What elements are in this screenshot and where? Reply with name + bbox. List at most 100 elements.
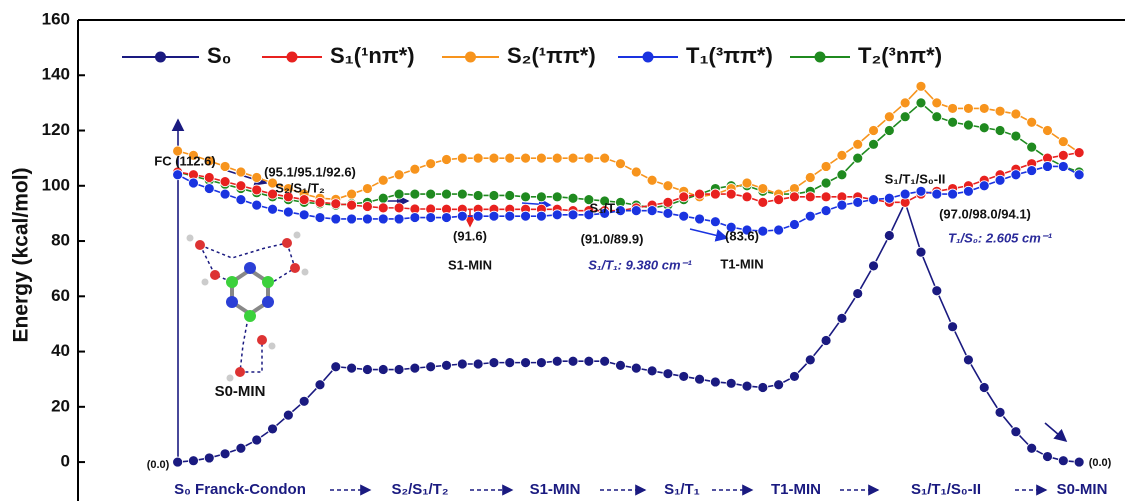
marker bbox=[1042, 161, 1053, 172]
annotation: S1-MIN bbox=[448, 257, 492, 272]
marker bbox=[1073, 169, 1085, 181]
marker bbox=[994, 125, 1006, 136]
marker bbox=[1057, 136, 1069, 147]
marker bbox=[567, 209, 579, 221]
marker bbox=[1057, 161, 1069, 172]
marker bbox=[820, 177, 832, 189]
marker bbox=[1042, 451, 1053, 462]
annotation: S0-MIN bbox=[215, 383, 266, 400]
marker bbox=[267, 423, 278, 435]
y-tick-label: 40 bbox=[51, 341, 70, 360]
annotation: S₁/T₁/S₀-II bbox=[885, 171, 946, 186]
marker bbox=[472, 358, 484, 370]
marker bbox=[789, 191, 800, 203]
marker bbox=[852, 196, 864, 208]
marker bbox=[409, 362, 421, 374]
marker bbox=[235, 180, 247, 192]
marker bbox=[251, 434, 263, 446]
marker bbox=[963, 119, 974, 131]
marker bbox=[377, 174, 389, 186]
annotation: T₁/S₀: 2.605 cm⁻¹ bbox=[948, 230, 1053, 245]
marker bbox=[251, 184, 263, 196]
marker bbox=[267, 177, 278, 189]
marker bbox=[203, 452, 215, 464]
y-tick-label: 100 bbox=[42, 175, 70, 194]
marker bbox=[330, 361, 342, 373]
marker bbox=[757, 225, 769, 237]
marker bbox=[630, 362, 642, 374]
marker bbox=[978, 180, 990, 192]
marker bbox=[583, 152, 595, 164]
annotation: (95.1/95.1/92.6) bbox=[264, 164, 356, 179]
marker bbox=[536, 191, 547, 203]
marker bbox=[219, 448, 231, 460]
marker bbox=[362, 201, 373, 212]
marker bbox=[441, 212, 452, 223]
marker bbox=[630, 166, 642, 178]
marker bbox=[725, 188, 737, 200]
marker bbox=[1010, 426, 1022, 438]
marker bbox=[583, 209, 595, 221]
legend-marker bbox=[642, 51, 654, 63]
marker bbox=[994, 406, 1006, 418]
marker bbox=[504, 357, 516, 369]
y-tick-label: 0 bbox=[61, 452, 70, 471]
marker bbox=[472, 210, 484, 222]
marker bbox=[203, 172, 215, 183]
annotation: (83.6) bbox=[725, 228, 759, 243]
marker bbox=[235, 442, 247, 454]
marker bbox=[219, 161, 231, 172]
marker bbox=[377, 192, 389, 204]
y-tick-label: 80 bbox=[51, 231, 70, 250]
path-label: S₂/S₁/T₂ bbox=[391, 481, 448, 498]
marker bbox=[709, 188, 721, 200]
marker bbox=[425, 188, 437, 200]
marker bbox=[472, 152, 484, 164]
marker bbox=[1026, 116, 1038, 128]
marker bbox=[504, 152, 516, 164]
legend-label: S₀ bbox=[207, 43, 232, 68]
marker bbox=[820, 335, 832, 346]
marker bbox=[931, 111, 943, 123]
marker bbox=[172, 145, 184, 157]
path-label: S1-MIN bbox=[530, 481, 581, 498]
marker bbox=[646, 174, 658, 186]
marker bbox=[425, 158, 437, 170]
marker bbox=[551, 152, 563, 164]
marker bbox=[899, 97, 911, 109]
marker bbox=[804, 354, 816, 366]
path-label: S₁/T₁ bbox=[664, 481, 700, 498]
marker bbox=[235, 194, 247, 205]
marker bbox=[678, 191, 690, 203]
marker bbox=[820, 191, 832, 203]
marker bbox=[915, 80, 927, 92]
line bbox=[177, 200, 1080, 463]
annotation: (91.6) bbox=[453, 228, 487, 243]
marker bbox=[346, 188, 358, 200]
marker bbox=[709, 216, 721, 228]
marker bbox=[409, 212, 421, 223]
marker bbox=[362, 183, 373, 194]
marker bbox=[188, 455, 199, 467]
line bbox=[177, 165, 1080, 232]
marker bbox=[963, 354, 974, 366]
marker bbox=[282, 409, 294, 421]
marker bbox=[883, 111, 895, 123]
marker bbox=[931, 285, 943, 297]
marker bbox=[314, 379, 326, 391]
marker bbox=[599, 208, 611, 219]
marker bbox=[615, 359, 626, 371]
marker bbox=[409, 163, 421, 175]
marker bbox=[994, 105, 1006, 117]
marker bbox=[583, 355, 595, 367]
annotation: (0.0) bbox=[1089, 457, 1112, 469]
marker bbox=[377, 202, 389, 214]
path-label: T1-MIN bbox=[771, 481, 821, 498]
marker bbox=[1010, 130, 1022, 142]
marker bbox=[963, 103, 974, 114]
marker bbox=[314, 212, 326, 223]
marker bbox=[678, 371, 690, 382]
marker bbox=[488, 210, 500, 222]
marker bbox=[298, 395, 310, 407]
